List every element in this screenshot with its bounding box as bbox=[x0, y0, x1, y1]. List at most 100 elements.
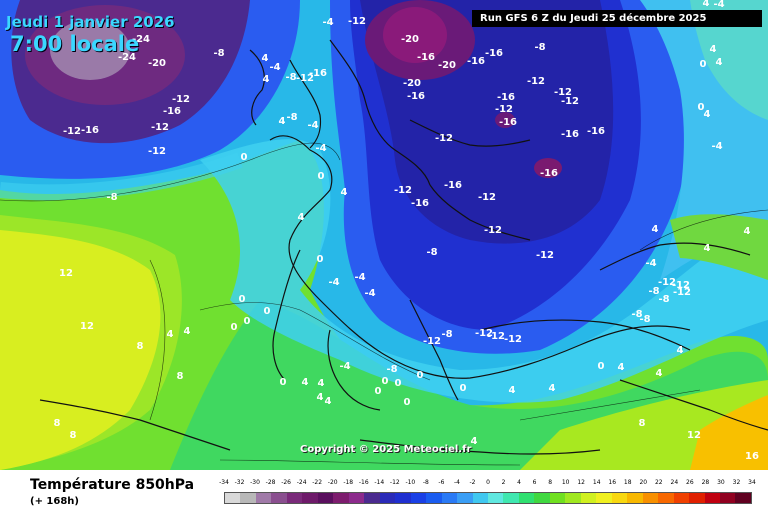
legend-swatch bbox=[534, 493, 550, 503]
field-south-east-orange bbox=[690, 395, 768, 470]
isotherm-label: -8 bbox=[534, 42, 545, 53]
temperature-map: -24-24-20-12-16-12-12 -16-12-8-80-4 -12-20… bbox=[0, 0, 768, 470]
legend-swatch bbox=[549, 493, 566, 503]
legend-tick: -6 bbox=[438, 479, 445, 486]
isotherm-label: 16 bbox=[745, 451, 759, 462]
isotherm-label: 0 bbox=[698, 102, 705, 113]
legend-swatch bbox=[395, 493, 411, 503]
field-cyan-ring bbox=[0, 152, 243, 201]
isotherm-label: 4 bbox=[167, 329, 174, 340]
isotherm-label: 8 bbox=[639, 418, 646, 429]
isotherm-label: 12 bbox=[687, 430, 701, 441]
legend-swatch bbox=[704, 493, 720, 503]
isotherm-label: 4 bbox=[704, 243, 711, 254]
legend-swatch bbox=[518, 493, 535, 503]
legend-tick: 20 bbox=[639, 479, 648, 486]
isotherm-label: -16 bbox=[497, 92, 515, 103]
isotherm-label: 0 bbox=[317, 254, 324, 265]
legend-tick: 18 bbox=[623, 479, 632, 486]
isotherm-label: -12 bbox=[478, 192, 496, 203]
legend-tick: 12 bbox=[577, 479, 585, 486]
isotherm-label: -12 bbox=[561, 96, 579, 107]
isotherm-label: 4 bbox=[716, 57, 723, 68]
isotherm-label: -8 bbox=[286, 112, 297, 123]
isotherm-label: -4 bbox=[354, 272, 365, 283]
legend-swatch bbox=[379, 493, 396, 503]
isotherm-label: -4 bbox=[307, 120, 318, 131]
run-info: Run GFS 6 Z du Jeudi 25 décembre 2025 bbox=[472, 10, 762, 27]
isotherm-label: -12 bbox=[484, 225, 502, 236]
isotherm-label: -12 bbox=[63, 126, 81, 137]
coastlines bbox=[39, 39, 768, 455]
legend-swatch bbox=[410, 493, 427, 503]
isotherm-label: 4 bbox=[656, 368, 663, 379]
legend-tick: 34 bbox=[748, 479, 756, 486]
isotherm-label: -4 bbox=[315, 143, 326, 154]
isotherm-label: 4 bbox=[302, 377, 309, 388]
isotherm-label: 0 bbox=[700, 59, 707, 70]
legend-swatch bbox=[348, 493, 365, 503]
isotherm-label: -4 bbox=[322, 17, 333, 28]
legend-swatch bbox=[658, 493, 674, 503]
legend-swatch bbox=[302, 493, 318, 503]
legend-swatch bbox=[441, 493, 458, 503]
isotherm-label: -8 bbox=[639, 314, 650, 325]
legend-tick: -18 bbox=[343, 479, 354, 486]
legend-tick: -30 bbox=[250, 479, 260, 486]
isotherm-label: 4 bbox=[677, 345, 684, 356]
field-yellow-2 bbox=[0, 215, 182, 470]
legend-swatch bbox=[286, 493, 303, 503]
isotherm-label: -12 bbox=[148, 146, 166, 157]
isotherm-label: -8 bbox=[426, 247, 437, 258]
isotherm-label: 0 bbox=[404, 397, 411, 408]
isotherm-label: 0 bbox=[460, 383, 467, 394]
legend-swatch bbox=[720, 493, 736, 503]
isotherm-label: -8 bbox=[213, 48, 224, 59]
isotherm-label: -8 bbox=[631, 309, 642, 320]
isotherm-label: 4 bbox=[317, 392, 324, 403]
isotherm-label: 4 bbox=[341, 187, 348, 198]
isotherm-label: -8 bbox=[648, 286, 659, 297]
isotherm-label: -16 bbox=[540, 168, 558, 179]
isotherm-label: -12 bbox=[554, 87, 572, 98]
isotherm-label: 4 bbox=[298, 212, 305, 223]
isotherm-label: -16 bbox=[561, 129, 579, 140]
isotherm-label: -20 bbox=[403, 78, 421, 89]
isotherm-label: -20 bbox=[148, 58, 166, 69]
isotherm-label: 4 bbox=[263, 74, 270, 85]
legend-swatch bbox=[627, 493, 643, 503]
isotherm-label: -12 bbox=[673, 287, 691, 298]
isotherm-label: 0 bbox=[417, 370, 424, 381]
isotherm-label: -12 bbox=[435, 133, 453, 144]
legend-tick: -2 bbox=[469, 479, 476, 486]
isotherm-label: 4 bbox=[318, 378, 325, 389]
legend-swatch bbox=[426, 493, 442, 503]
isotherm-label: -16 bbox=[467, 56, 485, 67]
isotherm-label: -12 bbox=[172, 94, 190, 105]
isotherm-label: -12 bbox=[487, 331, 505, 342]
isotherm-label: 12 bbox=[80, 321, 94, 332]
legend-tick: -26 bbox=[281, 479, 292, 486]
isotherm-label: 4 bbox=[744, 226, 751, 237]
legend-tick: -34 bbox=[219, 479, 229, 486]
legend-swatch bbox=[225, 493, 241, 503]
legend-footer: Température 850hPa (+ 168h) -34 -32 -30 -28… bbox=[0, 470, 768, 512]
isotherm-label: -16 bbox=[407, 91, 425, 102]
legend-swatch bbox=[565, 493, 581, 503]
isotherm-label: -4 bbox=[711, 141, 722, 152]
legend-tick: 6 bbox=[532, 479, 537, 486]
isotherm-label: 4 bbox=[618, 362, 625, 373]
isotherm-label: -8 bbox=[386, 364, 397, 375]
isotherm-label: 0 bbox=[382, 376, 389, 387]
isotherm-label: -16 bbox=[309, 68, 327, 79]
legend-tick: 22 bbox=[654, 479, 663, 486]
isotherm-label: 0 bbox=[241, 152, 248, 163]
legend-tick: -24 bbox=[296, 479, 307, 486]
isotherm-label: 0 bbox=[280, 377, 287, 388]
isotherm-label: -16 bbox=[485, 48, 503, 59]
field-purple-russia bbox=[534, 158, 562, 178]
legend-tick: -14 bbox=[374, 479, 385, 486]
legend-tick: -16 bbox=[358, 479, 369, 486]
legend-swatch bbox=[503, 493, 519, 503]
isotherm-label: -12 bbox=[658, 277, 676, 288]
